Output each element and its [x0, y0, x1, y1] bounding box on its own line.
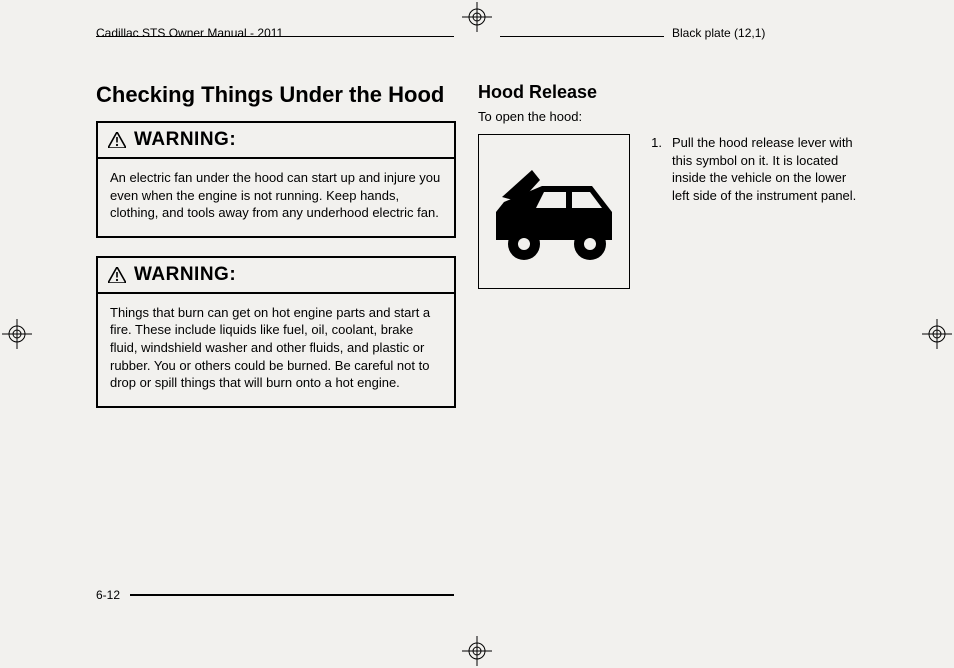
footer-rule — [130, 594, 454, 596]
header-rule-right — [500, 36, 664, 37]
page: Cadillac STS Owner Manual - 2011 Black p… — [0, 0, 954, 668]
warning-label: WARNING: — [134, 129, 236, 151]
step-1: 1. Pull the hood release lever with this… — [646, 134, 858, 204]
warning-label: WARNING: — [134, 264, 236, 286]
warning-triangle-icon — [108, 132, 126, 148]
warning-triangle-icon — [108, 267, 126, 283]
right-column: Hood Release To open the hood: — [478, 82, 858, 289]
steps-list: 1. Pull the hood release lever with this… — [646, 134, 858, 204]
hood-open-symbol — [478, 134, 630, 289]
left-column: Checking Things Under the Hood WARNING: … — [96, 82, 456, 426]
warning-body: Things that burn can get on hot engine p… — [98, 294, 454, 406]
hood-release-row: 1. Pull the hood release lever with this… — [478, 134, 858, 289]
warning-box-2: WARNING: Things that burn can get on hot… — [96, 256, 456, 408]
registration-mark-top — [462, 2, 492, 32]
warning-header: WARNING: — [98, 258, 454, 294]
header-left-text: Cadillac STS Owner Manual - 2011 — [96, 26, 283, 40]
step-text: Pull the hood release lever with this sy… — [672, 134, 858, 204]
page-number: 6-12 — [96, 588, 120, 602]
registration-mark-right — [922, 319, 952, 349]
intro-text: To open the hood: — [478, 109, 858, 124]
step-number: 1. — [646, 134, 662, 204]
subsection-heading: Hood Release — [478, 82, 858, 103]
warning-box-1: WARNING: An electric fan under the hood … — [96, 121, 456, 238]
section-heading: Checking Things Under the Hood — [96, 82, 456, 107]
header-rule-left — [96, 36, 454, 37]
warning-header: WARNING: — [98, 123, 454, 159]
registration-mark-left — [2, 319, 32, 349]
registration-mark-bottom — [462, 636, 492, 666]
header-right-text: Black plate (12,1) — [672, 26, 765, 40]
warning-body: An electric fan under the hood can start… — [98, 159, 454, 236]
